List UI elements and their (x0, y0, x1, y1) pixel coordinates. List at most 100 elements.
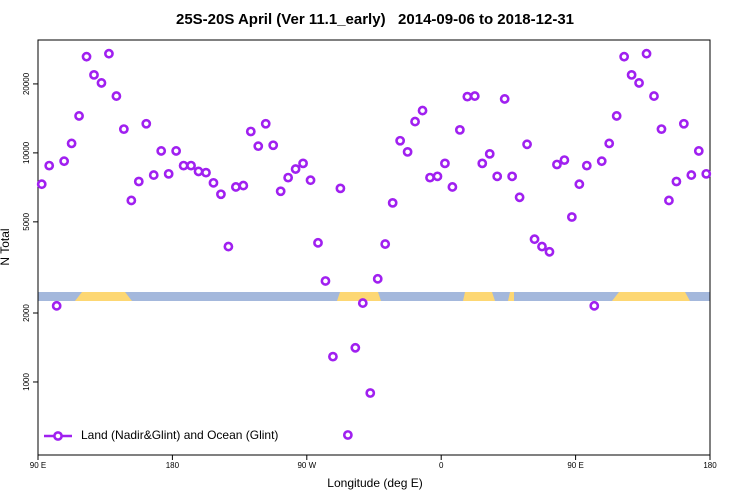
y-tick-label: 2000 (22, 304, 31, 322)
data-point (260, 118, 271, 129)
data-point (544, 246, 555, 257)
data-point (522, 139, 532, 150)
data-point (357, 298, 368, 308)
data-point (298, 158, 308, 169)
data-point (589, 300, 600, 311)
data-point (118, 124, 129, 135)
data-point (678, 118, 689, 129)
plot-frame (37, 39, 711, 456)
data-point (163, 168, 174, 179)
x-tick-label: 90 W (297, 461, 316, 470)
data-point (104, 48, 114, 59)
data-point (305, 175, 316, 186)
data-point (641, 48, 652, 59)
data-point (499, 94, 510, 104)
data-point (626, 69, 637, 80)
data-point (604, 138, 615, 149)
data-point (51, 300, 62, 311)
data-point (126, 195, 137, 206)
legend-label: Land (Nadir&Glint) and Ocean (Glint) (81, 428, 278, 442)
data-point (313, 237, 323, 248)
data-point (141, 118, 152, 129)
legend-marker (53, 431, 63, 441)
chart-title: 25S-20S April (Ver 11.1_early) 2014-09-0… (176, 11, 574, 28)
data-point (447, 182, 458, 192)
data-point (230, 182, 241, 192)
y-axis-label: N Total (0, 228, 12, 265)
data-point (290, 164, 301, 174)
data-point (148, 170, 159, 180)
data-point (492, 171, 503, 182)
data-point (425, 172, 435, 183)
data-point (36, 179, 47, 190)
data-point (335, 183, 346, 194)
data-point (619, 51, 630, 62)
data-point (223, 241, 234, 252)
data-point (514, 192, 525, 203)
data-point (238, 180, 249, 191)
data-point (96, 78, 107, 88)
data-point (462, 91, 473, 102)
data-point (201, 167, 211, 178)
data-point (417, 105, 428, 116)
y-tick-label: 20000 (22, 72, 31, 95)
data-point (342, 430, 353, 440)
data-point (649, 91, 659, 101)
data-point (283, 172, 294, 183)
data-point (484, 148, 495, 159)
data-point (178, 160, 189, 171)
data-point (59, 156, 70, 167)
data-point (454, 124, 465, 135)
data-point (581, 160, 592, 171)
data-point (559, 155, 570, 166)
data-point (350, 342, 361, 353)
data-point (469, 91, 480, 101)
y-tick-label: 10000 (22, 141, 31, 164)
data-point (611, 111, 622, 121)
data-point (89, 69, 99, 80)
x-tick-label: 0 (439, 461, 444, 470)
data-point (268, 140, 279, 151)
data-point (529, 234, 540, 245)
data-point (395, 135, 406, 146)
y-tick-label: 1000 (22, 373, 31, 391)
data-point (686, 170, 697, 180)
land-ocean-strip (38, 292, 710, 301)
data-point (410, 116, 420, 127)
data-point (387, 197, 398, 208)
data-point (133, 176, 144, 187)
data-point (372, 273, 383, 284)
data-point (275, 186, 286, 197)
data-point (380, 239, 391, 249)
data-point (156, 146, 167, 156)
data-point (432, 171, 443, 182)
data-point (596, 156, 607, 167)
x-tick-label: 180 (703, 461, 717, 470)
data-point (245, 126, 256, 137)
data-point (693, 146, 704, 156)
x-tick-label: 180 (166, 461, 180, 470)
data-point (477, 158, 488, 169)
data-point (193, 166, 204, 177)
data-point (537, 241, 547, 252)
data-point (552, 159, 562, 170)
data-point (186, 160, 196, 171)
data-point (365, 388, 376, 398)
data-point (574, 179, 585, 190)
data-point (634, 78, 644, 88)
data-point (402, 146, 413, 157)
x-axis-label: Longitude (deg E) (327, 476, 422, 490)
data-point (566, 212, 577, 222)
data-point (656, 124, 667, 135)
data-point (320, 276, 331, 286)
data-point (253, 141, 264, 152)
data-point (328, 351, 338, 362)
data-point (664, 195, 674, 206)
data-point (74, 111, 84, 121)
data-point (66, 138, 77, 149)
data-point (671, 176, 682, 187)
data-point (507, 171, 518, 182)
y-tick-label: 5000 (22, 212, 31, 230)
data-point (171, 146, 182, 156)
